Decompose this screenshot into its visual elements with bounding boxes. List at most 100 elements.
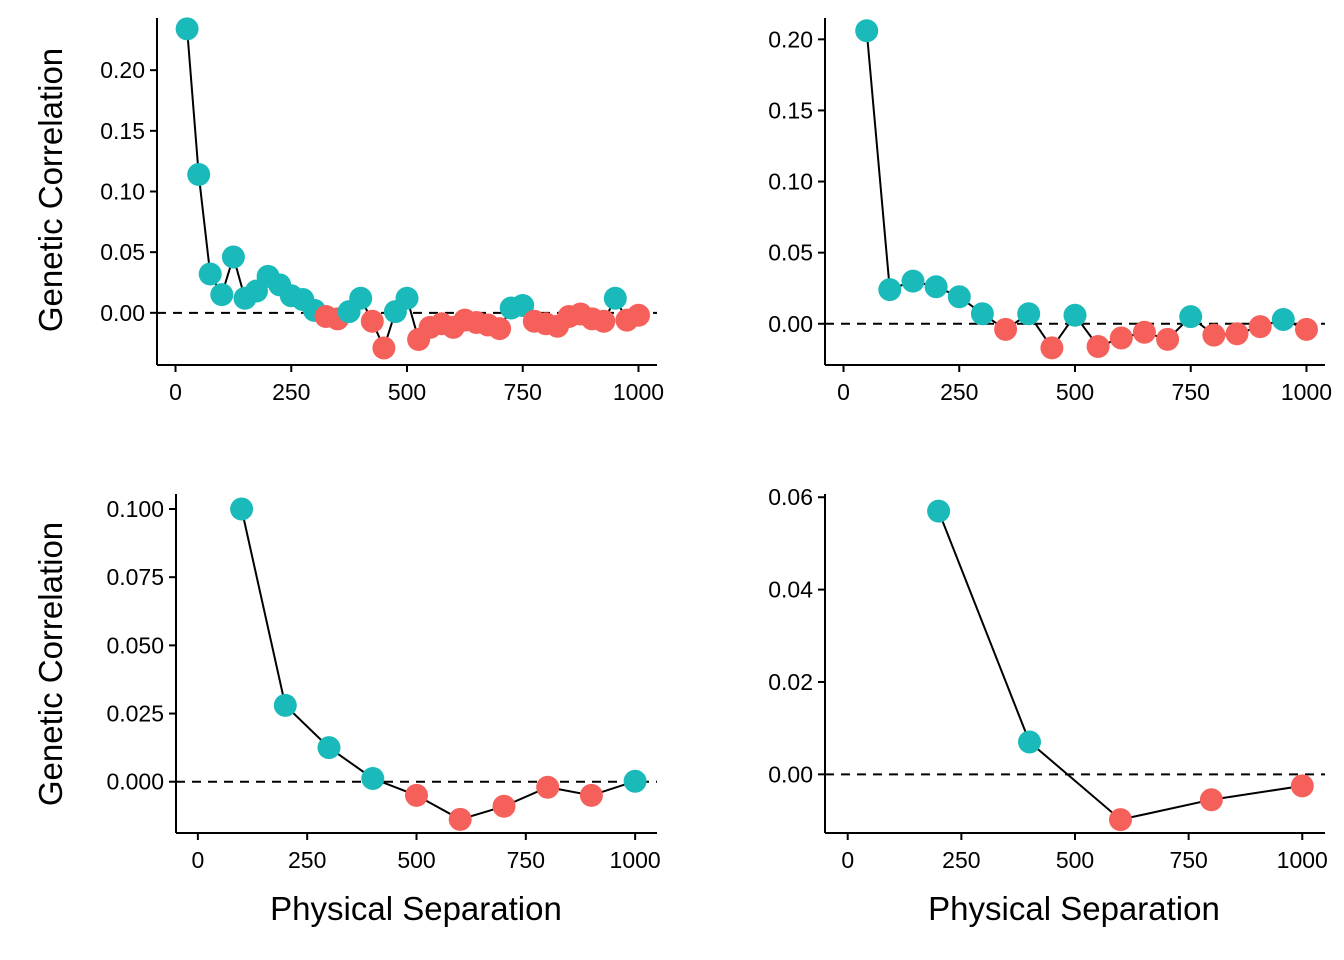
data-point: [947, 285, 971, 309]
x-tick-label: 1000: [1281, 379, 1332, 405]
data-point: [994, 317, 1018, 341]
data-point: [1040, 336, 1064, 360]
data-point: [1156, 327, 1180, 351]
data-point: [1295, 317, 1318, 341]
data-point: [405, 783, 428, 807]
x-tick-label: 1000: [610, 847, 661, 873]
data-point: [1199, 788, 1223, 812]
data-point: [360, 309, 384, 333]
data-point: [488, 317, 512, 341]
y-tick-label: 0.15: [768, 97, 813, 123]
y-tick-label: 0.075: [106, 564, 164, 590]
x-tick-label: 0: [841, 847, 854, 873]
y-tick-label: 0.02: [768, 669, 813, 695]
x-tick-label: 750: [507, 847, 545, 873]
data-point: [273, 693, 297, 717]
x-tick-label: 500: [388, 379, 426, 405]
x-tick-label: 500: [397, 847, 435, 873]
y-tick-label: 0.050: [106, 632, 164, 658]
data-point: [627, 303, 650, 327]
x-tick-label: 500: [1056, 847, 1094, 873]
plot-area: 0.00 0.02 0.04 0.06 0 250 500 750 1000: [768, 484, 1328, 873]
y-tick-label: 0.000: [106, 769, 164, 795]
data-point: [511, 294, 535, 317]
data-point: [970, 302, 994, 326]
data-point: [1086, 335, 1110, 358]
data-point: [927, 499, 951, 523]
y-tick-label: 0.20: [100, 57, 145, 83]
data-point: [198, 262, 222, 286]
y-tick-label: 0.20: [768, 26, 813, 52]
data-point: [492, 794, 516, 818]
data-point: [349, 286, 373, 310]
y-tick-label: 0.025: [106, 701, 164, 727]
data-point: [317, 736, 341, 760]
y-tick-label: 0.05: [100, 239, 145, 265]
x-tick-label: 250: [942, 847, 980, 873]
x-tick-label: 1000: [613, 379, 664, 405]
data-point: [901, 269, 925, 293]
data-point: [623, 769, 647, 793]
data-point: [230, 497, 254, 521]
data-point: [221, 245, 245, 269]
x-tick-label: 1000: [1277, 847, 1328, 873]
data-point: [1271, 308, 1295, 331]
data-point: [1290, 774, 1314, 798]
data-point: [1179, 305, 1203, 329]
data-point: [187, 163, 211, 186]
y-axis-title: Genetic Correlation: [32, 48, 69, 332]
plot-area: 0.00 0.05 0.10 0.15 0.20 0 250 500 750 1000: [100, 17, 664, 405]
data-point: [855, 19, 879, 43]
plot-area: 0.000 0.025 0.050 0.075 0.100 0 250 500 750 1000: [106, 494, 661, 873]
data-point: [1225, 322, 1249, 346]
x-tick-label: 0: [191, 847, 204, 873]
x-tick-label: 0: [837, 379, 850, 405]
series-line: [240, 508, 636, 821]
y-tick-label: 0.00: [100, 300, 145, 326]
x-axis-title: Physical Separation: [928, 890, 1220, 927]
y-tick-label: 0.06: [768, 484, 813, 510]
data-point: [592, 309, 616, 333]
data-point: [924, 275, 948, 299]
data-point: [210, 283, 234, 307]
data-point: [878, 278, 902, 302]
panel-top-left: 0.00 0.05 0.10 0.15 0.20 0 250 500 750 1000 Genet…: [32, 17, 664, 405]
data-point: [372, 336, 396, 360]
data-point: [1109, 326, 1133, 350]
y-axis-title: Genetic Correlation: [32, 522, 69, 806]
data-point: [603, 286, 627, 310]
data-point: [1132, 320, 1156, 344]
y-tick-label: 0.05: [768, 240, 813, 266]
y-tick-label: 0.00: [768, 761, 813, 787]
data-point: [361, 767, 385, 790]
x-tick-label: 750: [1172, 379, 1210, 405]
y-tick-label: 0.100: [106, 496, 164, 522]
data-point: [175, 17, 199, 41]
panel-bottom-right: 0.00 0.02 0.04 0.06 0 250 500 750 1000 Physical …: [768, 484, 1328, 927]
y-tick-label: 0.10: [768, 169, 813, 195]
panel-top-right: 0.00 0.05 0.10 0.15 0.20 0 250 500 750 1000: [768, 18, 1332, 405]
x-tick-label: 250: [940, 379, 978, 405]
data-point: [1248, 315, 1272, 339]
x-tick-label: 750: [504, 379, 542, 405]
x-tick-label: 500: [1056, 379, 1094, 405]
x-tick-label: 0: [169, 379, 182, 405]
plot-area: 0.00 0.05 0.10 0.15 0.20 0 250 500 750 1000: [768, 18, 1332, 405]
data-point: [1063, 303, 1087, 327]
x-axis-title: Physical Separation: [270, 890, 562, 927]
data-point: [1202, 323, 1226, 347]
x-tick-label: 750: [1169, 847, 1207, 873]
y-tick-label: 0.15: [100, 118, 145, 144]
data-point: [395, 286, 419, 310]
x-tick-label: 250: [272, 379, 310, 405]
data-point: [1109, 808, 1132, 832]
data-point: [536, 775, 560, 799]
data-point: [448, 807, 472, 831]
data-point: [1017, 302, 1041, 326]
data-point: [1018, 730, 1041, 754]
y-tick-label: 0.04: [768, 577, 813, 603]
y-tick-label: 0.10: [100, 179, 145, 205]
